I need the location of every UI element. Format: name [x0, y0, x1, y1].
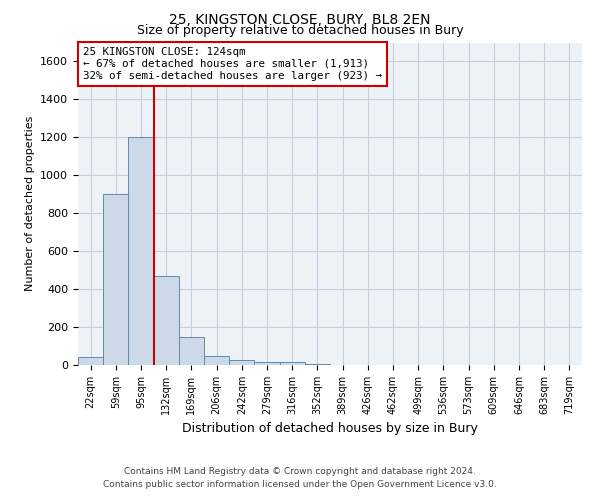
Y-axis label: Number of detached properties: Number of detached properties: [25, 116, 35, 292]
Bar: [128, 138, 154, 365]
Text: 25, KINGSTON CLOSE, BURY, BL8 2EN: 25, KINGSTON CLOSE, BURY, BL8 2EN: [169, 12, 431, 26]
Bar: [103, 194, 128, 365]
Text: 25 KINGSTON CLOSE: 124sqm
← 67% of detached houses are smaller (1,913)
32% of se: 25 KINGSTON CLOSE: 124sqm ← 67% of detac…: [83, 48, 382, 80]
Bar: [280, 362, 305, 365]
Bar: [179, 336, 204, 365]
Bar: [78, 358, 103, 365]
Bar: [254, 362, 280, 365]
X-axis label: Distribution of detached houses by size in Bury: Distribution of detached houses by size …: [182, 422, 478, 436]
Bar: [154, 276, 179, 365]
Bar: [204, 356, 229, 365]
Text: Contains HM Land Registry data © Crown copyright and database right 2024.
Contai: Contains HM Land Registry data © Crown c…: [103, 468, 497, 489]
Bar: [229, 360, 254, 365]
Bar: [305, 364, 330, 365]
Text: Size of property relative to detached houses in Bury: Size of property relative to detached ho…: [137, 24, 463, 37]
